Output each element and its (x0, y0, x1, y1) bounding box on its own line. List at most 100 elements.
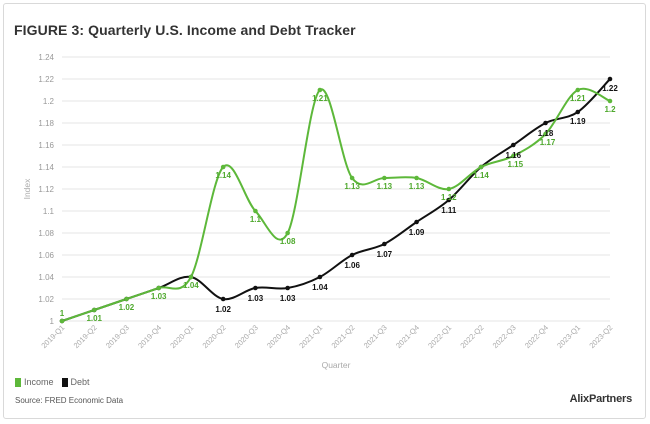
debt-data-label: 1.04 (312, 283, 328, 292)
chart-title: FIGURE 3: Quarterly U.S. Income and Debt… (14, 22, 356, 38)
debt-point (285, 285, 290, 291)
x-tick-label: 2022-Q1 (426, 323, 453, 350)
debt-data-label: 1.19 (570, 117, 586, 126)
legend-label-income: Income (24, 377, 54, 387)
debt-data-label: 1.03 (248, 294, 264, 303)
debt-point (349, 252, 355, 258)
x-tick-label: 2019-Q4 (136, 323, 163, 350)
debt-data-label: 1.06 (344, 261, 360, 270)
debt-data-label: 1.16 (506, 151, 522, 160)
income-data-label: 1.15 (508, 160, 524, 169)
debt-point (543, 120, 548, 126)
x-tick-label: 2021-Q2 (330, 323, 357, 350)
x-tick-label: 2022-Q3 (491, 323, 518, 350)
debt-point (510, 142, 516, 148)
debt-point (607, 76, 613, 82)
income-data-label: 1.02 (119, 303, 135, 312)
income-data-label: 1.08 (280, 237, 296, 246)
y-tick-label: 1 (50, 317, 55, 326)
income-data-label: 1.13 (409, 182, 425, 191)
income-data-label: 1.2 (604, 105, 616, 114)
income-data-label: 1.01 (86, 314, 102, 323)
legend: Income Debt (15, 377, 98, 387)
x-tick-label: 2021-Q3 (362, 323, 389, 350)
income-data-label: 1.14 (215, 171, 231, 180)
x-tick-label: 2020-Q4 (265, 323, 292, 350)
x-tick-label: 2021-Q4 (394, 323, 421, 350)
income-point (285, 230, 290, 236)
x-tick-label: 2019-Q1 (39, 323, 66, 350)
income-point (607, 98, 613, 104)
debt-point (446, 197, 452, 203)
x-tick-label: 2022-Q4 (523, 323, 550, 350)
x-tick-label: 2019-Q2 (72, 323, 99, 350)
x-tick-label: 2020-Q1 (168, 323, 195, 350)
debt-point (414, 219, 419, 225)
debt-line (61, 78, 611, 322)
income-line (61, 87, 611, 322)
debt-data-label: 1.22 (602, 84, 618, 93)
debt-point (317, 274, 323, 280)
income-point (349, 175, 355, 181)
income-point (156, 285, 162, 291)
income-point (414, 175, 419, 181)
income-point (253, 208, 258, 214)
income-data-label: 1.14 (473, 171, 489, 180)
debt-data-label: 1.18 (538, 129, 554, 138)
x-tick-label: 2022-Q2 (458, 323, 485, 350)
income-data-label: 1.12 (441, 193, 457, 202)
income-point (446, 186, 452, 192)
income-point (91, 307, 97, 313)
y-tick-label: 1.22 (38, 75, 54, 84)
y-axis-title: Index (22, 178, 32, 200)
y-tick-label: 1.2 (43, 97, 55, 106)
income-point (59, 318, 65, 324)
debt-point (253, 285, 258, 291)
x-axis-title: Quarter (322, 360, 351, 370)
income-point (124, 296, 129, 302)
income-data-label: 1.04 (183, 281, 199, 290)
y-tick-label: 1.24 (38, 53, 54, 62)
income-point (575, 87, 581, 93)
x-tick-label: 2023-Q2 (587, 323, 614, 350)
debt-point (575, 109, 581, 115)
debt-data-label: 1.02 (215, 305, 231, 314)
income-point (543, 131, 548, 137)
income-point (220, 164, 226, 170)
x-tick-label: 2019-Q3 (104, 323, 131, 350)
y-tick-label: 1.08 (38, 229, 54, 238)
debt-data-label: 1.07 (377, 250, 393, 259)
y-tick-label: 1.04 (38, 273, 54, 282)
income-data-label: 1 (60, 309, 65, 318)
income-data-label: 1.13 (377, 182, 393, 191)
income-data-label: 1.21 (312, 94, 328, 103)
income-data-label: 1.21 (570, 94, 586, 103)
legend-label-debt: Debt (70, 377, 90, 387)
y-tick-label: 1.06 (38, 251, 54, 260)
income-point (382, 175, 387, 181)
debt-point (382, 241, 387, 247)
y-tick-label: 1.18 (38, 119, 54, 128)
income-data-label: 1.17 (540, 138, 556, 147)
income-data-label: 1.1 (250, 215, 262, 224)
debt-swatch (61, 377, 68, 387)
y-tick-label: 1.1 (43, 207, 55, 216)
x-tick-label: 2021-Q1 (297, 323, 324, 350)
y-tick-label: 1.12 (38, 185, 54, 194)
debt-data-label: 1.09 (409, 228, 425, 237)
income-swatch (15, 377, 21, 387)
income-data-label: 1.03 (151, 292, 167, 301)
debt-point (220, 296, 226, 302)
y-tick-label: 1.02 (38, 295, 54, 304)
legend-item-debt[interactable]: Debt (61, 377, 90, 387)
income-point (317, 87, 323, 93)
x-tick-label: 2020-Q2 (201, 323, 228, 350)
debt-data-label: 1.11 (441, 206, 457, 215)
y-tick-label: 1.16 (38, 141, 54, 150)
income-point (188, 274, 194, 280)
legend-item-income[interactable]: Income (15, 377, 54, 387)
income-point (478, 164, 484, 170)
source-note: Source: FRED Economic Data (15, 396, 124, 405)
x-tick-label: 2020-Q3 (233, 323, 260, 350)
